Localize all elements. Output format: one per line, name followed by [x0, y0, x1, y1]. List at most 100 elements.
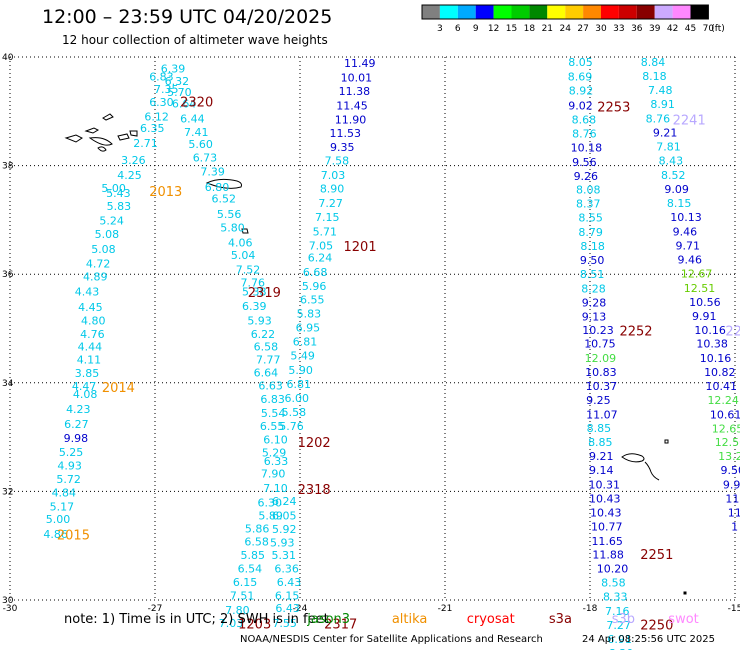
wave-height-value: 8.43 [659, 155, 684, 168]
wave-height-value: 5.72 [56, 473, 81, 486]
wave-height-value: 8.84 [641, 56, 666, 69]
legend-label: 3 [437, 24, 443, 34]
wave-height-value: 5.71 [313, 225, 338, 238]
wave-height-value: 12.09 [585, 352, 617, 365]
wave-height-value: 5.17 [50, 501, 74, 514]
legend-swatch [690, 5, 709, 19]
wave-height-value: 10.13 [670, 211, 702, 224]
wave-height-value: 10.38 [696, 338, 728, 351]
wave-height-value: 7.27 [606, 619, 631, 632]
wave-height-value: 10.23 [582, 324, 614, 337]
wave-height-value: 9.50 [580, 254, 605, 267]
wave-height-value: 5.58 [282, 406, 307, 419]
wave-height-value: 11.65 [591, 535, 623, 548]
legend-swatch [654, 5, 673, 19]
wave-height-value: 6.10 [263, 433, 288, 446]
wave-height-value: 9.28 [582, 296, 607, 309]
island-outline [102, 113, 114, 121]
wave-height-value: 3.85 [75, 367, 100, 380]
legend-label: 36 [631, 24, 643, 34]
wave-height-value: 8.79 [578, 226, 603, 239]
wave-height-value: 10.77 [591, 521, 623, 534]
island-outline [664, 439, 669, 444]
wave-height-value: 6.35 [140, 122, 165, 135]
lon-label: -24 [293, 604, 308, 614]
wave-height-value: 6.32 [165, 75, 190, 88]
wave-height-value: 5.90 [288, 364, 313, 377]
wave-height-value: 9.91 [692, 310, 717, 323]
wave-height-value: 6.64 [172, 98, 197, 111]
wave-height-value: 6.27 [64, 418, 89, 431]
wave-height-value: 4.06 [228, 237, 253, 250]
wave-height-value: 7.39 [200, 166, 225, 179]
wave-height-value: 11.38 [339, 85, 371, 98]
wave-height-value: 6.30 [257, 496, 282, 509]
wave-height-value: 6.91 [607, 633, 632, 646]
wave-height-value: 7.58 [325, 155, 350, 168]
wave-height-legend: 3 6 9 12 15 18 21 24 27 30 33 36 39 42 45 70(ft) [421, 4, 725, 34]
pass-time-label: 2250 [640, 618, 673, 633]
lat-label: 34 [2, 379, 14, 389]
wave-height-value: 4.72 [86, 257, 111, 270]
wave-height-value: 6.52 [212, 193, 237, 206]
wave-height-value: 5.29 [262, 446, 287, 459]
wave-height-value: 5.96 [302, 280, 327, 293]
wave-height-value: 8.15 [667, 197, 692, 210]
pass-time-label: 1201 [344, 240, 377, 255]
island-outline [129, 130, 138, 137]
wave-height-value: 10.16 [694, 324, 726, 337]
wave-height-value: 3.26 [121, 154, 145, 167]
satellite-name-swot: swot [668, 612, 699, 627]
wave-height-value: 5.24 [99, 214, 124, 227]
legend-label: 18 [524, 24, 536, 34]
wave-height-value: 8.85 [587, 422, 612, 435]
wave-height-value: 4.76 [80, 328, 105, 341]
wave-height-value: 11.07 [586, 408, 618, 421]
wave-height-value: 13.20 [718, 450, 740, 463]
legend-label: 27 [577, 24, 588, 34]
legend-label: 42 [667, 24, 678, 34]
wave-height-value: 8.08 [576, 183, 601, 196]
wave-height-value: 10.31 [589, 478, 621, 491]
wave-height-value: 5.76 [279, 420, 304, 433]
wave-height-value: 7.90 [261, 467, 286, 480]
wave-height-value: 7.55 [272, 617, 297, 630]
wave-height-value: 10.18 [571, 142, 603, 155]
wave-height-value: 7.51 [230, 590, 255, 603]
wave-height-value: 6.24 [308, 251, 333, 264]
wave-height-value: 6.22 [251, 328, 276, 341]
wave-height-value: 9.71 [676, 239, 701, 252]
wave-height-value: 5.00 [46, 513, 70, 526]
wave-height-value: 5.83 [107, 200, 131, 213]
wave-height-value: 11. [725, 492, 740, 505]
page-subtitle: 12 hour collection of altimeter wave hei… [62, 33, 328, 47]
island-outline [644, 461, 660, 481]
wave-height-value: 9.50 [721, 464, 740, 477]
wave-height-value: 10.20 [597, 563, 629, 576]
wave-height-value: 5.92 [272, 523, 297, 536]
wave-height-value: 6.00 [285, 392, 310, 405]
wave-height-value: 5.04 [231, 249, 256, 262]
wave-height-value: 7.80 [225, 604, 250, 617]
wave-height-value: 8.20 [609, 647, 634, 650]
wave-height-value: 7.05 [309, 239, 334, 252]
wave-height-value: 4.08 [73, 388, 98, 401]
generated-timestamp: 24 Apr 08:25:56 UTC 2025 [582, 634, 715, 645]
pass-time-label: 2013 [149, 185, 182, 200]
pass-time-label: 1203 [238, 617, 271, 632]
wave-height-value: 8.58 [601, 577, 626, 590]
pass-time-label: 1202 [298, 436, 331, 451]
wave-height-value: 12.65 [712, 422, 740, 435]
legend-swatch [475, 5, 494, 19]
wave-height-value: 8.90 [320, 182, 345, 195]
lon-label: -30 [3, 604, 18, 614]
footer-note: note: 1) Time is in UTC; 2) SWH is in fe… [64, 612, 329, 627]
pass-time-label: 2317 [324, 617, 357, 632]
legend-swatch [583, 5, 601, 19]
legend-swatch [422, 5, 440, 19]
wave-height-value: 5.85 [241, 549, 265, 562]
wave-height-value: 6.81 [293, 336, 318, 349]
wave-height-value: 6.39 [161, 62, 186, 75]
legend-label: 21 [542, 24, 553, 34]
wave-height-value: 7.27 [318, 197, 343, 210]
